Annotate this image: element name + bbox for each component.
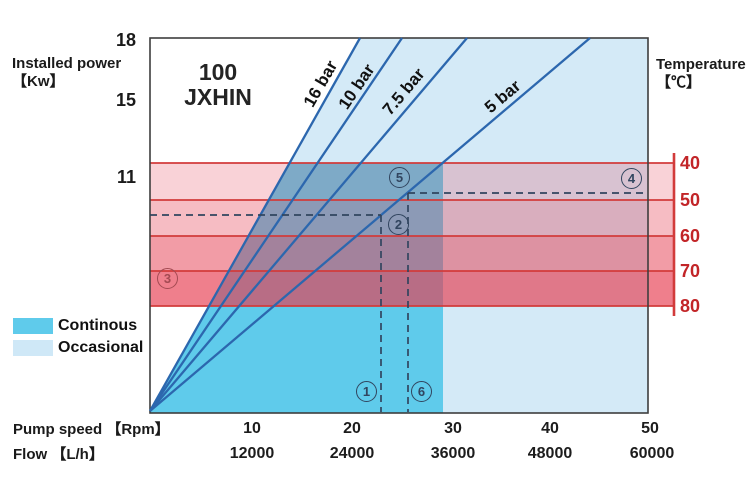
power-tick-11: 11 [116, 167, 136, 187]
temp-band-60-70 [150, 236, 674, 271]
temp-band-50-60 [150, 200, 674, 236]
plot-border [149, 37, 649, 414]
chart-title: 100 JXHIN [153, 60, 283, 110]
temp-tick-40: 40 [680, 153, 701, 173]
power-tick-18: 18 [115, 30, 136, 50]
temp-band-40-50 [150, 163, 674, 200]
marker-1: 1 [356, 381, 377, 402]
legend-swatch-continous [13, 318, 53, 334]
line-5bar [149, 37, 591, 412]
flow-tick-60000: 60000 [629, 445, 675, 462]
speed-tick-10: 10 [243, 420, 261, 437]
flow-tick-36000: 36000 [430, 445, 476, 462]
temp-tick-60: 60 [680, 226, 701, 246]
line-7-5bar [149, 37, 468, 412]
temp-lines [150, 162, 674, 307]
line-10bar [149, 37, 403, 412]
power-axis-label: Installed power [12, 55, 122, 72]
temp-tick-50: 50 [680, 190, 701, 210]
marker-2: 2 [388, 214, 409, 235]
temp-axis-label: Temperature [656, 56, 746, 73]
chart-title-line2: JXHIN [184, 83, 252, 110]
line-16bar [148, 37, 362, 412]
legend-label-occasional: Occasional [58, 339, 144, 356]
marker-4: 4 [621, 168, 642, 189]
marker-5: 5 [389, 167, 410, 188]
speed-tick-40: 40 [541, 420, 559, 437]
temp-band-70-80 [150, 271, 674, 306]
flow-axis-label: Flow 【L/h】 [13, 446, 104, 463]
power-tick-15: 15 [115, 90, 136, 110]
temp-axis-unit: 【℃】 [656, 74, 702, 91]
speed-tick-20: 20 [343, 420, 361, 437]
legend-swatch-occasional [13, 340, 53, 356]
temp-tick-80: 80 [680, 296, 701, 316]
dashed-guides [150, 192, 646, 412]
chart-title-line1: 100 [198, 59, 238, 85]
marker-3: 3 [157, 268, 178, 289]
speed-axis-label: Pump speed 【Rpm】 [13, 421, 170, 438]
speed-tick-50: 50 [641, 420, 659, 437]
legend-label-continous: Continous [58, 317, 138, 334]
marker-6: 6 [411, 381, 432, 402]
power-axis-unit: 【Kw】 [12, 73, 65, 90]
flow-tick-48000: 48000 [527, 445, 573, 462]
pressure-lines [148, 37, 591, 412]
speed-tick-30: 30 [444, 420, 462, 437]
temp-tick-70: 70 [680, 261, 701, 281]
flow-tick-24000: 24000 [329, 445, 375, 462]
flow-tick-12000: 12000 [229, 445, 275, 462]
